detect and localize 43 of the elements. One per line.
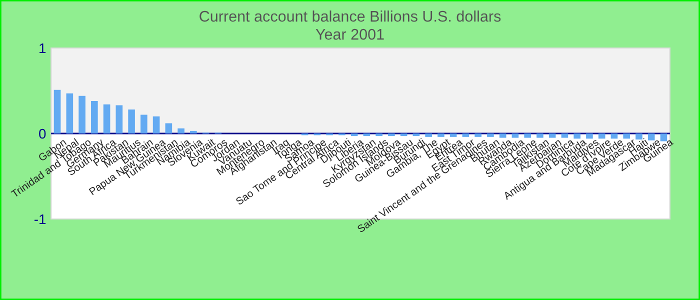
chart-title: Current account balance Billions U.S. dollars (200, 10, 501, 22)
bar (140, 114, 148, 134)
bar (512, 134, 519, 138)
bar (412, 134, 420, 136)
bar (190, 130, 197, 134)
bar (474, 134, 482, 137)
bar (598, 134, 606, 139)
bar (78, 96, 86, 134)
bar (574, 134, 580, 139)
bar (660, 134, 668, 142)
bar (350, 134, 358, 136)
bar (128, 110, 135, 134)
bar (363, 134, 370, 136)
chart-subtitle: Year 2001 (316, 28, 384, 40)
bar (54, 90, 61, 134)
bar (648, 134, 655, 140)
bar (623, 134, 630, 139)
bar (548, 134, 556, 138)
bar (636, 134, 642, 140)
bar (165, 123, 172, 134)
bar (91, 101, 98, 134)
y-tick-label: 1 (40, 43, 46, 54)
bar (524, 134, 531, 138)
bar (425, 134, 432, 137)
bar (376, 134, 382, 136)
bar (66, 93, 74, 134)
bar (536, 134, 544, 138)
bar (116, 105, 123, 134)
bar (438, 134, 444, 137)
bar (103, 104, 110, 134)
y-tick-label: -1 (34, 214, 46, 224)
bar (610, 134, 618, 139)
bar (586, 134, 593, 139)
bar (400, 134, 408, 136)
bar (499, 134, 506, 138)
bar (450, 134, 457, 137)
bar (388, 134, 395, 136)
y-tick-label: 0 (39, 128, 46, 139)
bar (462, 134, 470, 137)
bar (561, 134, 568, 138)
bar (487, 134, 494, 137)
bar (152, 116, 160, 134)
bar (178, 128, 184, 134)
